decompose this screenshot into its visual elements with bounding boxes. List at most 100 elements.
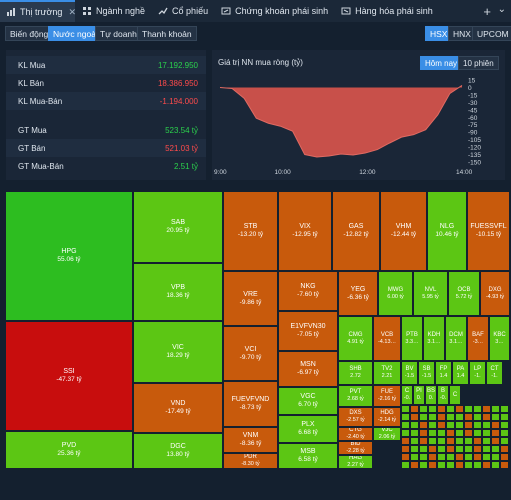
treemap-cell-small[interactable] <box>473 453 482 461</box>
treemap-cell-c[interactable]: C -0. <box>401 385 413 405</box>
treemap-cell-small[interactable] <box>464 421 473 429</box>
treemap-cell-small[interactable] <box>482 461 491 469</box>
treemap-cell-small[interactable] <box>428 421 437 429</box>
treemap-cell-small[interactable] <box>401 405 410 413</box>
treemap-cell-small[interactable] <box>455 445 464 453</box>
treemap-cell-small[interactable] <box>428 405 437 413</box>
treemap-cell-pa[interactable]: PA 1.4 <box>452 361 469 385</box>
treemap-cell-tv2[interactable]: TV2 2.21 <box>373 361 401 385</box>
treemap-cell-small[interactable] <box>401 413 410 421</box>
treemap-cell-c[interactable]: C <box>449 385 461 405</box>
treemap-cell-yeg[interactable]: YEG -6.36 tỷ <box>338 271 378 316</box>
treemap-cell-vnm[interactable]: VNM -8.36 tỷ <box>223 427 278 453</box>
treemap-cell-small[interactable] <box>473 461 482 469</box>
treemap-cell-small[interactable] <box>482 437 491 445</box>
treemap-cell-small[interactable] <box>401 445 410 453</box>
treemap-cell-fuevfvnd[interactable]: FUEVFVND -8.73 tỷ <box>223 381 278 427</box>
treemap-cell-small[interactable] <box>455 405 464 413</box>
treemap-cell-small[interactable] <box>491 445 500 453</box>
treemap-cell-small[interactable] <box>401 453 410 461</box>
treemap-cell-small[interactable] <box>482 453 491 461</box>
treemap-cell-small[interactable] <box>428 461 437 469</box>
tab-chung-khoan-phai-sinh[interactable]: Chứng khoán phái sinh <box>214 0 334 22</box>
treemap-cell-small[interactable] <box>419 461 428 469</box>
treemap-cell-e1vfvn30[interactable]: E1VFVN30 -7.05 tỷ <box>278 311 338 351</box>
tab-hang-hoa-phai-sinh[interactable]: Hàng hóa phái sinh <box>334 0 439 22</box>
treemap-cell-small[interactable] <box>437 445 446 453</box>
treemap-cell-small[interactable] <box>410 429 419 437</box>
treemap-cell-small[interactable] <box>500 429 509 437</box>
treemap-cell-vpb[interactable]: VPB 18.36 tỷ <box>133 263 223 321</box>
treemap-cell-small[interactable] <box>410 437 419 445</box>
treemap-cell-small[interactable] <box>473 413 482 421</box>
treemap-cell-small[interactable] <box>419 405 428 413</box>
treemap-cell-small[interactable] <box>437 413 446 421</box>
treemap-cell-sb[interactable]: SB -1.5 <box>418 361 435 385</box>
treemap-cell-small[interactable] <box>419 413 428 421</box>
treemap-cell-small[interactable] <box>410 413 419 421</box>
treemap-cell-small[interactable] <box>500 453 509 461</box>
treemap-cell-small[interactable] <box>491 413 500 421</box>
treemap-cell-small[interactable] <box>473 429 482 437</box>
treemap-cell-hpg[interactable]: HPG 55.06 tỷ <box>5 191 133 321</box>
treemap-cell-small[interactable] <box>410 453 419 461</box>
treemap-cell-small[interactable] <box>500 445 509 453</box>
treemap-cell-small[interactable] <box>419 445 428 453</box>
treemap-cell-small[interactable] <box>401 461 410 469</box>
exchange-upcom[interactable]: UPCOM <box>472 26 511 41</box>
treemap-cell-small[interactable] <box>428 437 437 445</box>
treemap-cell-stb[interactable]: STB -13.20 tỷ <box>223 191 278 271</box>
treemap-cell-small[interactable] <box>437 453 446 461</box>
treemap-cell-small[interactable] <box>455 413 464 421</box>
treemap-cell-kbc[interactable]: KBC 3… <box>489 316 510 361</box>
chart-today-button[interactable]: Hôm nay <box>420 56 463 70</box>
treemap-cell-small[interactable] <box>455 429 464 437</box>
treemap-cell-small[interactable] <box>464 413 473 421</box>
treemap-cell-small[interactable] <box>437 437 446 445</box>
treemap-cell-small[interactable] <box>419 429 428 437</box>
treemap-cell-vnd[interactable]: VND -17.49 tỷ <box>133 383 223 433</box>
treemap-cell-vre[interactable]: VRE -9.86 tỷ <box>223 271 278 326</box>
treemap-cell-small[interactable] <box>446 429 455 437</box>
treemap-cell-small[interactable] <box>428 445 437 453</box>
treemap-cell-nkg[interactable]: NKG -7.60 tỷ <box>278 271 338 311</box>
tab-nganh-nghe[interactable]: Ngành nghề <box>75 0 151 22</box>
treemap-cell-small[interactable] <box>446 421 455 429</box>
treemap-cell-small[interactable] <box>401 421 410 429</box>
treemap-cell-small[interactable] <box>401 437 410 445</box>
treemap-cell-small[interactable] <box>428 413 437 421</box>
treemap-cell-small[interactable] <box>419 421 428 429</box>
treemap-cell-small[interactable] <box>473 445 482 453</box>
tab-co-phieu[interactable]: Cổ phiếu <box>151 0 214 22</box>
treemap-cell-small[interactable] <box>410 445 419 453</box>
treemap-cell-small[interactable] <box>419 437 428 445</box>
treemap-cell-small[interactable] <box>446 453 455 461</box>
treemap-cell-small[interactable] <box>455 461 464 469</box>
treemap-cell-small[interactable] <box>473 421 482 429</box>
treemap-cell-small[interactable] <box>464 445 473 453</box>
subtab-bien-dong[interactable]: Biến động <box>5 26 54 41</box>
treemap-cell-hag[interactable]: HAG 2.27 tỷ <box>338 455 373 469</box>
treemap-cell-small[interactable] <box>428 429 437 437</box>
treemap-cell-small[interactable] <box>482 445 491 453</box>
treemap-cell-cmg[interactable]: CMG 4.91 tỷ <box>338 316 373 361</box>
treemap-cell-b[interactable]: B -0. <box>437 385 449 405</box>
subtab-tu-doanh[interactable]: Tự doanh <box>95 26 142 41</box>
treemap-cell-vix[interactable]: VIX -12.95 tỷ <box>278 191 332 271</box>
tab-thi-truong[interactable]: Thị trường ✕ <box>0 0 76 22</box>
treemap-cell-small[interactable] <box>491 421 500 429</box>
treemap-cell-small[interactable] <box>410 405 419 413</box>
treemap-cell-small[interactable] <box>446 445 455 453</box>
close-icon[interactable]: ✕ <box>68 6 76 17</box>
treemap-cell-small[interactable] <box>491 429 500 437</box>
treemap-cell-fp[interactable]: FP 1.4 <box>435 361 452 385</box>
treemap-cell-ct[interactable]: CT -1. <box>486 361 503 385</box>
treemap-cell-ocb[interactable]: OCB 5.72 tỷ <box>448 271 480 316</box>
treemap-cell-small[interactable] <box>491 461 500 469</box>
treemap-cell-small[interactable] <box>419 453 428 461</box>
treemap-cell-lp[interactable]: LP -1. <box>469 361 486 385</box>
treemap-cell-small[interactable] <box>446 413 455 421</box>
treemap-cell-gas[interactable]: GAS -12.82 tỷ <box>332 191 380 271</box>
add-tab-icon[interactable]: + <box>483 4 491 19</box>
treemap-cell-sab[interactable]: SAB 20.95 tỷ <box>133 191 223 263</box>
